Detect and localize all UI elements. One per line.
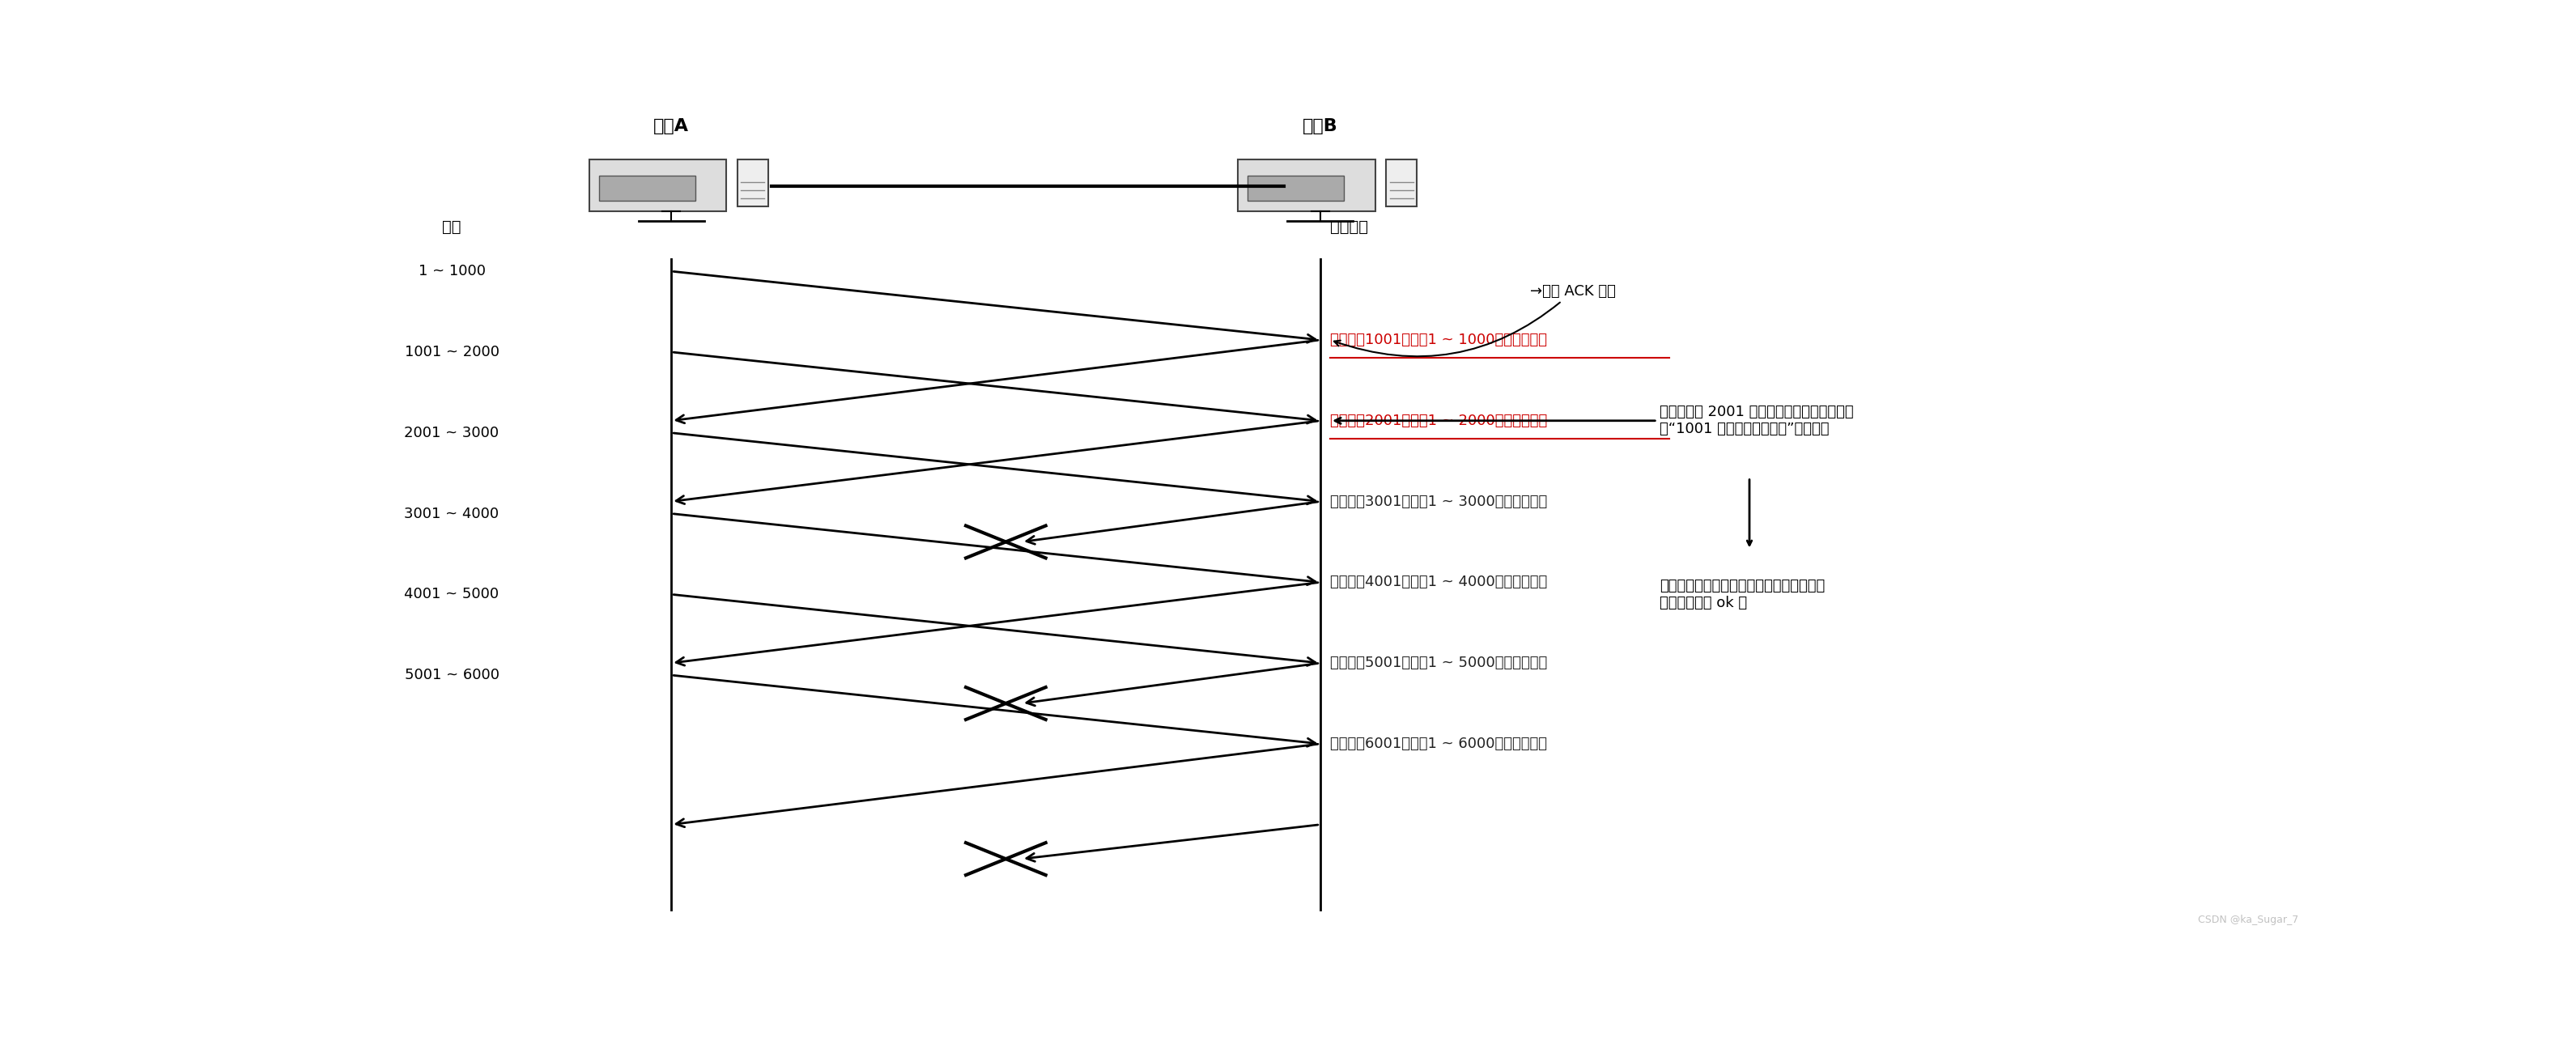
Text: 3001 ~ 4000: 3001 ~ 4000 xyxy=(404,507,500,521)
Text: 4001 ~ 5000: 4001 ~ 5000 xyxy=(404,587,500,602)
Text: 确认应答: 确认应答 xyxy=(1329,219,1368,235)
Text: 主朼B: 主朼B xyxy=(1303,117,1337,134)
Text: 1001 ~ 2000: 1001 ~ 2000 xyxy=(404,345,500,360)
Text: 主朼A: 主朼A xyxy=(654,117,690,134)
Text: 2001 ~ 3000: 2001 ~ 3000 xyxy=(404,426,500,441)
Text: 下一个是2001（接卦1 ~ 2000字节的数据）: 下一个是2001（接卦1 ~ 2000字节的数据） xyxy=(1329,413,1548,428)
Text: 5001 ~ 6000: 5001 ~ 6000 xyxy=(404,668,500,683)
Bar xyxy=(590,159,726,211)
Bar xyxy=(1386,159,1417,207)
Text: 数据: 数据 xyxy=(443,219,461,235)
Text: →这条 ACK 丢了: →这条 ACK 丢了 xyxy=(1334,284,1615,357)
Text: 下一个是5001（接卦1 ~ 5000字节的数据）: 下一个是5001（接卦1 ~ 5000字节的数据） xyxy=(1329,656,1548,670)
Bar xyxy=(598,175,696,201)
Bar xyxy=(1239,159,1376,211)
Text: CSDN @ka_Sugar_7: CSDN @ka_Sugar_7 xyxy=(2197,915,2298,925)
Text: 下一个是3001（接卦1 ~ 3000字节的数据）: 下一个是3001（接卦1 ~ 3000字节的数据） xyxy=(1329,494,1548,509)
Text: 这一条表示 2001 之前的数据都收到了，蘋含
了“1001 之前的数据已收到”这层意思: 这一条表示 2001 之前的数据都收到了，蘋含 了“1001 之前的数据已收到”… xyxy=(1334,405,1855,436)
Bar xyxy=(737,159,768,207)
Bar xyxy=(1247,175,1345,201)
Text: 下一个是1001（接卦1 ~ 1000字节的数据）: 下一个是1001（接卦1 ~ 1000字节的数据） xyxy=(1329,333,1548,347)
Text: 下一个是4001（接卦1 ~ 4000字节的数据）: 下一个是4001（接卦1 ~ 4000字节的数据） xyxy=(1329,575,1548,590)
Text: 1 ~ 1000: 1 ~ 1000 xyxy=(417,264,484,279)
Text: 所以上面那个数据包丢了问题不大，下面的
数据包收到就 ok 了: 所以上面那个数据包丢了问题不大，下面的 数据包收到就 ok 了 xyxy=(1659,579,1824,611)
Text: 下一个是6001（接卦1 ~ 6000字节的数据）: 下一个是6001（接卦1 ~ 6000字节的数据） xyxy=(1329,736,1548,751)
